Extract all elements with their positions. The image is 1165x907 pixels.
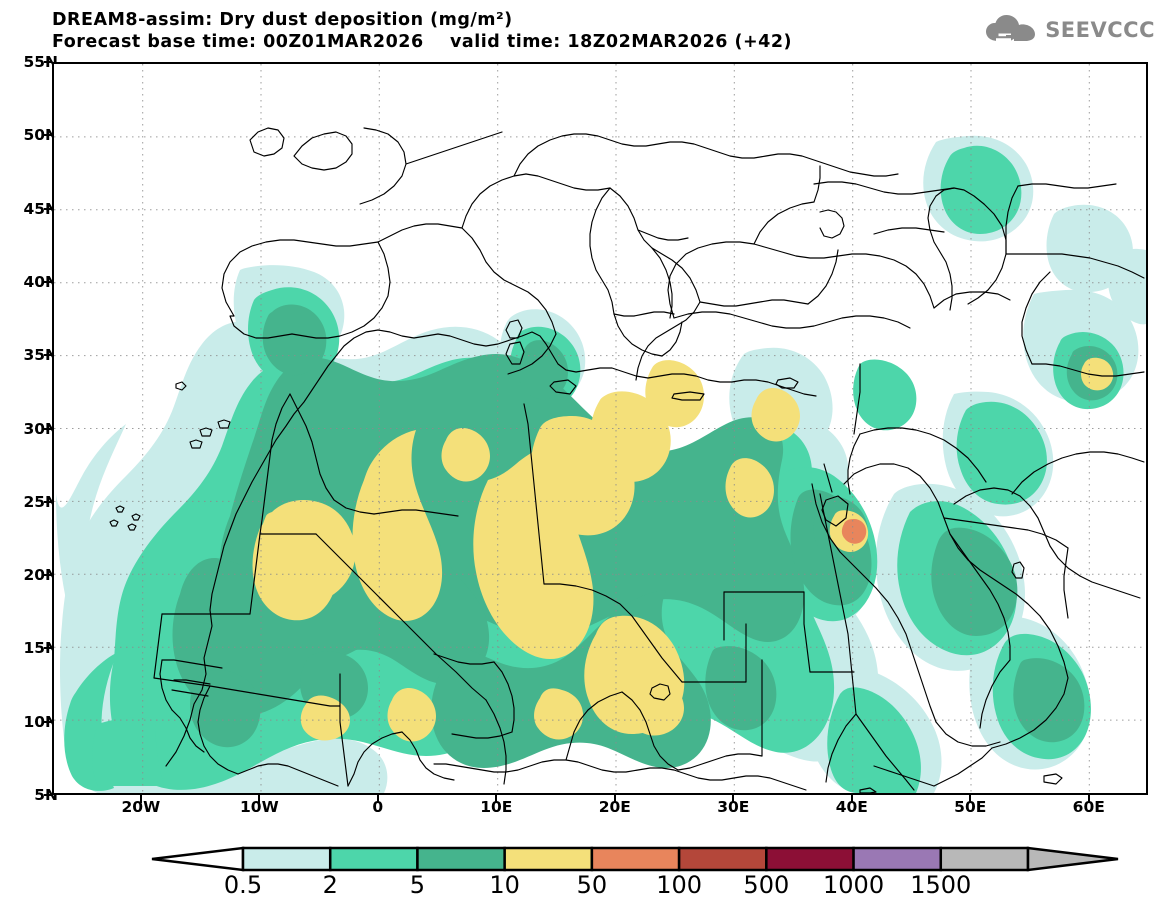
colorbar-tick-label: 2 <box>322 871 338 899</box>
y-axis-tick-label: 45N <box>23 199 58 218</box>
colorbar-tick-label: 5 <box>409 871 426 899</box>
colorbar-swatch <box>503 846 594 872</box>
colorbar-tick-label: 1000 <box>823 871 885 899</box>
y-axis-tick <box>44 61 52 63</box>
x-axis-tick <box>613 795 616 803</box>
seevccc-logo: SEEVCCC <box>984 14 1155 46</box>
colorbar-tick-label: 100 <box>656 871 703 899</box>
x-axis-tick-label: 20W <box>121 798 161 816</box>
x-axis-tick <box>1087 795 1090 803</box>
y-axis-tick-label: 25N <box>23 492 58 511</box>
colorbar-swatch <box>241 846 332 872</box>
logo-text: SEEVCCC <box>1045 18 1155 42</box>
x-axis-tick <box>969 795 972 803</box>
map-coastlines-borders <box>109 127 1145 793</box>
x-axis-tick <box>495 795 498 803</box>
colorbar-tick-label: 500 <box>743 871 790 899</box>
colorbar-tick-label: 1500 <box>910 871 972 899</box>
chart-title: DREAM8-assim: Dry dust deposition (mg/m²… <box>52 10 513 30</box>
y-axis-tick <box>44 500 52 503</box>
colorbar-swatch <box>765 846 855 872</box>
colorbar-swatch <box>852 846 943 872</box>
y-axis-tick <box>44 207 52 210</box>
colorbar-swatch <box>416 846 506 872</box>
colorbar-tick-label: 10 <box>489 871 520 899</box>
chart-subtitle: Forecast base time: 00Z01MAR2026 valid t… <box>52 32 793 52</box>
y-axis-tick-label: 30N <box>23 419 58 438</box>
x-axis-tick-label: 10E <box>480 798 513 816</box>
cloud-arrow-icon <box>986 15 1036 41</box>
x-axis-tick-label: 30E <box>717 798 750 816</box>
colorbar-swatch <box>939 846 1030 872</box>
y-axis-tick <box>44 427 52 430</box>
x-axis-tick-label: 50E <box>954 798 987 816</box>
y-axis-tick <box>44 720 52 723</box>
y-axis-tick <box>44 794 52 796</box>
y-axis-tick-label: 50N <box>23 126 58 145</box>
x-axis-tick-label: 40E <box>835 798 868 816</box>
y-axis-tick <box>44 354 52 357</box>
y-axis-tick-label: 20N <box>23 566 58 585</box>
colorbar-tick-label: 0.5 <box>223 871 263 899</box>
x-axis-tick <box>376 795 379 803</box>
map-canvas <box>54 64 1146 793</box>
y-axis-tick <box>44 280 52 283</box>
colorbar: 0.5 2 5 10 50 100 500 1000 1500 <box>0 845 1165 907</box>
y-axis-tick-label: 15N <box>23 639 58 658</box>
map-plot-area <box>52 62 1148 795</box>
y-axis-tick-label: 55N <box>23 53 58 71</box>
x-axis-tick <box>732 795 735 803</box>
dust-contour-field <box>56 135 1146 793</box>
colorbar-swatch <box>590 846 681 872</box>
x-axis-tick <box>850 795 853 803</box>
y-axis-tick <box>44 647 52 650</box>
x-axis-tick <box>139 795 142 803</box>
colorbar-tick-label: 50 <box>576 871 608 899</box>
y-axis-tick-label: 40N <box>23 272 58 291</box>
x-axis-tick-label: 0 <box>372 798 384 816</box>
colorbar-high-arrow <box>1026 846 1119 872</box>
colorbar-swatch <box>328 846 419 872</box>
colorbar-swatches <box>151 846 1119 872</box>
x-axis-tick-label: 20E <box>598 798 631 816</box>
colorbar-swatch <box>677 846 768 872</box>
x-axis-tick-label: 10W <box>240 798 279 816</box>
y-axis-tick <box>44 574 52 577</box>
y-axis-tick <box>44 134 52 137</box>
colorbar-low-arrow <box>151 846 245 872</box>
x-axis-tick-label: 60E <box>1072 798 1105 816</box>
y-axis-tick-label: 35N <box>23 346 58 365</box>
x-axis-tick <box>258 795 261 803</box>
y-axis-tick-label: 10N <box>23 712 58 731</box>
